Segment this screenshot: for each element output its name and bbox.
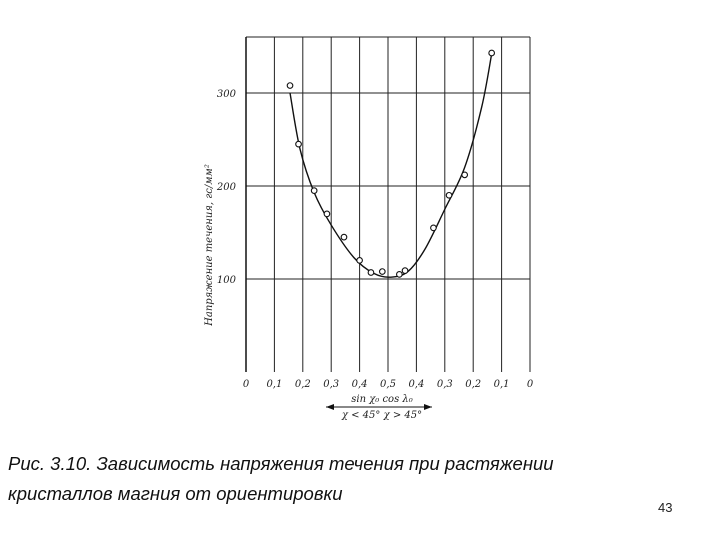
data-point [401,267,409,274]
chart-grid [245,36,531,372]
data-point [396,271,403,278]
x-axis-label-line1: sin χ₀ cos λ₀ [351,394,412,405]
data-point [367,269,375,276]
x-tick-label: 0,1 [494,379,510,390]
data-point [310,187,318,194]
x-tick-label: 0,4 [352,379,368,390]
y-tick-label: 300 [217,89,237,100]
data-point [445,191,453,199]
data-point [286,82,294,89]
x-tick-label: 0,1 [266,379,282,390]
y-tick-label: 100 [217,275,237,286]
x-tick-labels: 0 0,1 0,2 0,3 0,4 0,5 0,4 0,3 0,2 0,1 0 [243,379,534,390]
x-tick-label: 0,5 [380,379,396,390]
y-tick-labels: 100 200 300 [216,89,237,286]
x-tick-label: 0 [243,379,250,390]
x-tick-label: 0,3 [437,379,453,390]
x-tick-label: 0,2 [465,379,481,390]
x-tick-label: 0,3 [323,379,339,390]
data-point [323,210,331,218]
fit-curve [289,53,493,278]
figure-caption: Рис. 3.10. Зависимость напряжения течени… [8,449,688,509]
x-axis-label-line2: χ < 45° χ > 45° [341,410,422,421]
data-point [295,140,302,148]
data-point [378,268,386,275]
data-point [488,49,496,57]
x-tick-label: 0 [527,379,534,390]
caption-line-2: кристаллов магния от ориентировки [8,483,343,504]
y-tick-label: 200 [216,182,237,193]
x-tick-label: 0,4 [408,379,424,390]
data-point [340,233,348,241]
stress-orientation-chart: 100 200 300 0 0,1 0,2 0,3 0,4 0,5 0,4 0,3 0,2 0,1 0 … [204,36,534,421]
data-point [430,224,437,232]
caption-line-1: Рис. 3.10. Зависимость напряжения течени… [8,453,554,474]
data-point [461,171,469,179]
x-axis-direction-arrow [326,404,432,410]
x-tick-label: 0,2 [295,379,311,390]
page-number: 43 [658,500,673,515]
data-point [356,257,363,264]
y-axis-label: Напряжение течения, гс/мм² [204,164,215,327]
data-points [286,49,496,278]
